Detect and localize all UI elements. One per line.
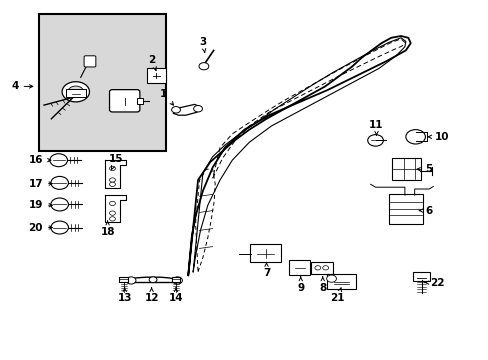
Bar bbox=[171, 277, 180, 282]
FancyBboxPatch shape bbox=[146, 68, 166, 83]
Circle shape bbox=[51, 176, 68, 189]
Text: 12: 12 bbox=[144, 288, 159, 303]
Circle shape bbox=[193, 105, 202, 112]
Polygon shape bbox=[173, 104, 201, 115]
Circle shape bbox=[405, 130, 425, 144]
Text: 4: 4 bbox=[11, 81, 33, 91]
Circle shape bbox=[171, 107, 180, 113]
Circle shape bbox=[109, 201, 115, 206]
Text: 6: 6 bbox=[419, 206, 432, 216]
Text: 9: 9 bbox=[297, 277, 304, 293]
Circle shape bbox=[172, 277, 182, 284]
Text: 1: 1 bbox=[160, 89, 173, 105]
Text: 14: 14 bbox=[168, 288, 183, 303]
FancyBboxPatch shape bbox=[84, 56, 96, 67]
FancyBboxPatch shape bbox=[66, 89, 85, 97]
Circle shape bbox=[199, 63, 208, 70]
FancyBboxPatch shape bbox=[288, 260, 309, 275]
Circle shape bbox=[50, 154, 67, 167]
FancyBboxPatch shape bbox=[326, 274, 355, 289]
Bar bbox=[119, 277, 128, 282]
Circle shape bbox=[322, 266, 328, 270]
FancyBboxPatch shape bbox=[310, 262, 332, 274]
Text: 8: 8 bbox=[319, 277, 325, 293]
Circle shape bbox=[51, 221, 68, 234]
Polygon shape bbox=[105, 160, 126, 188]
Circle shape bbox=[109, 217, 115, 221]
FancyBboxPatch shape bbox=[388, 194, 422, 224]
Text: 13: 13 bbox=[117, 288, 132, 303]
Polygon shape bbox=[105, 195, 126, 222]
Circle shape bbox=[109, 211, 115, 215]
Text: 10: 10 bbox=[427, 132, 449, 142]
Circle shape bbox=[109, 182, 115, 186]
Text: 22: 22 bbox=[424, 278, 444, 288]
FancyBboxPatch shape bbox=[249, 244, 281, 262]
Circle shape bbox=[109, 178, 115, 182]
Circle shape bbox=[126, 277, 136, 284]
Text: 20: 20 bbox=[28, 222, 52, 233]
Circle shape bbox=[314, 266, 320, 270]
Text: 16: 16 bbox=[28, 155, 51, 165]
Text: 11: 11 bbox=[368, 120, 383, 135]
Circle shape bbox=[62, 82, 89, 102]
Text: 18: 18 bbox=[100, 221, 115, 237]
Bar bbox=[39, 14, 166, 151]
FancyBboxPatch shape bbox=[391, 158, 420, 180]
FancyBboxPatch shape bbox=[412, 272, 429, 281]
Circle shape bbox=[68, 86, 83, 98]
Text: 15: 15 bbox=[109, 154, 123, 170]
Circle shape bbox=[326, 275, 336, 282]
Text: 21: 21 bbox=[329, 288, 344, 303]
Text: 2: 2 bbox=[148, 55, 156, 71]
Text: 5: 5 bbox=[416, 164, 432, 174]
Circle shape bbox=[109, 166, 115, 171]
Circle shape bbox=[149, 277, 157, 283]
Circle shape bbox=[51, 198, 68, 211]
Text: 3: 3 bbox=[199, 37, 206, 53]
Circle shape bbox=[367, 135, 383, 146]
Polygon shape bbox=[137, 98, 143, 104]
Text: 17: 17 bbox=[28, 179, 52, 189]
Text: 7: 7 bbox=[262, 262, 270, 278]
FancyBboxPatch shape bbox=[109, 90, 140, 112]
Text: 19: 19 bbox=[29, 200, 52, 210]
